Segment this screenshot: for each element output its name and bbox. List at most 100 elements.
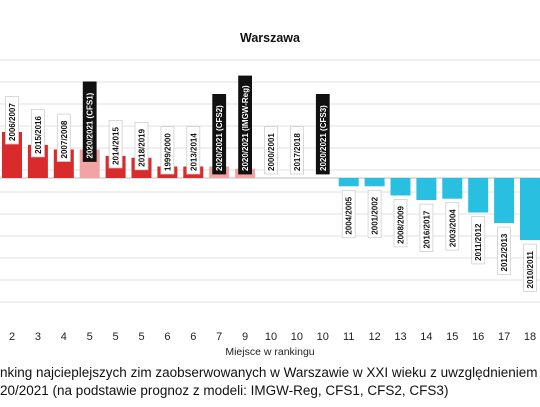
bar-label-box <box>212 94 227 175</box>
bar-label: 2020/2021 (CFS2) <box>212 94 227 175</box>
bar-label-box <box>264 126 278 175</box>
x-tick-label: 18 <box>524 331 536 343</box>
bar-label-box <box>315 94 330 175</box>
bar-label-box <box>56 113 71 162</box>
bar-label-text: 2008/2009 <box>397 206 406 244</box>
bar-label: 2010/2011 <box>523 243 537 292</box>
bar-label-box <box>341 189 356 239</box>
bar <box>442 178 463 199</box>
bar-label: 2016/2017 <box>419 203 434 252</box>
bar-label: 2011/2012 <box>471 216 486 265</box>
bar-label-text: 2011/2012 <box>474 223 483 261</box>
x-tick-label: 5 <box>87 331 93 343</box>
bar-label-text: 2016/2017 <box>422 210 431 248</box>
bar-label-box <box>82 81 97 162</box>
bar-label: 2020/2021 (CFS1) <box>82 81 97 162</box>
bar-label-box <box>419 203 434 252</box>
chart: Warszawa 2006/2007 2015/2016 2007/2008 2020… <box>0 31 540 358</box>
bar-label: 2012/2013 <box>497 226 512 275</box>
bar-label: 2013/2014 <box>186 126 201 175</box>
bar-label-box <box>30 109 45 158</box>
bar-label-text: 2003/2004 <box>448 209 457 247</box>
x-axis-label: Miejsce w rankingu <box>225 346 314 358</box>
x-tick-label: 11 <box>343 331 354 343</box>
bar <box>468 178 489 213</box>
bar <box>338 178 359 187</box>
bar-label-text: 2020/2021 (CFS1) <box>86 92 95 158</box>
bar-label: 2015/2016 <box>30 109 45 158</box>
x-tick-label: 9 <box>242 331 248 343</box>
bar-label-box <box>5 96 19 145</box>
bar-label: 2017/2018 <box>289 126 304 175</box>
bar-label-text: 2000/2001 <box>267 133 276 171</box>
x-tick-label: 15 <box>446 331 458 343</box>
bar-label-box <box>471 216 486 265</box>
x-tick-label: 3 <box>35 331 41 343</box>
bar-label-text: 2010/2011 <box>526 251 535 289</box>
x-tick-label: 14 <box>420 331 432 343</box>
caption-line-1: nking najcieplejszych zim zaobserwowanyc… <box>0 365 538 380</box>
bar-label: 2000/2001 <box>264 126 278 175</box>
x-tick-label: 7 <box>216 331 222 343</box>
bar-label: 2020/2021 (IMGW-Reg) <box>238 75 253 175</box>
bar-label-box <box>289 126 304 175</box>
x-tick-label: 5 <box>113 331 119 343</box>
bar-label: 2007/2008 <box>56 113 71 162</box>
x-tick-label: 12 <box>368 331 380 343</box>
bar-label-text: 2007/2008 <box>60 120 69 158</box>
x-tick-label: 5 <box>138 331 144 343</box>
bar-label-text: 2006/2007 <box>8 103 17 141</box>
bar-label-text: 2014/2015 <box>112 127 121 165</box>
x-tick-label: 16 <box>472 331 484 343</box>
bar <box>390 178 411 196</box>
x-tick-label: 10 <box>317 331 329 343</box>
bar-label-text: 1999/2000 <box>163 133 172 171</box>
bar-label-text: 2015/2016 <box>34 116 43 154</box>
bar <box>364 178 385 187</box>
bar-label-box <box>367 189 382 239</box>
bar-label-box <box>160 126 175 175</box>
bar-label-text: 2017/2018 <box>293 133 302 171</box>
x-tick-labels: 2 3 4 5 5 5 6 6 7 9 10 10 10 11 12 13 14 15 16 17 18 <box>9 331 536 343</box>
bar-label: 2018/2019 <box>134 121 149 171</box>
bar-label: 2014/2015 <box>108 120 123 169</box>
bar-label-box <box>108 120 123 169</box>
bar-label-text: 2020/2021 (CFS2) <box>215 105 224 171</box>
bar <box>416 178 437 201</box>
bar-label-text: 2020/2021 (IMGW-Reg) <box>241 85 250 171</box>
bar-label: 2001/2002 <box>367 189 382 239</box>
bar-label-text: 2012/2013 <box>500 233 509 271</box>
bar-label-text: 2001/2002 <box>371 196 380 234</box>
bar-label-box <box>238 75 253 175</box>
figure-caption: nking najcieplejszych zim zaobserwowanyc… <box>0 364 540 400</box>
bar-label-box <box>393 199 408 248</box>
bar-label-box <box>134 121 149 171</box>
x-tick-label: 10 <box>265 331 277 343</box>
x-tick-label: 6 <box>164 331 170 343</box>
bar <box>494 178 515 224</box>
x-tick-label: 10 <box>291 331 303 343</box>
x-tick-label: 4 <box>61 331 67 343</box>
x-tick-label: 2 <box>9 331 15 343</box>
x-tick-label: 13 <box>394 331 406 343</box>
bar-label-box <box>523 243 537 292</box>
bar-label-box <box>497 226 512 275</box>
bar-label-text: 2013/2014 <box>189 133 198 171</box>
bar-label-text: 2004/2005 <box>345 196 354 234</box>
chart-title: Warszawa <box>240 31 301 45</box>
bar <box>520 178 540 241</box>
bar-label-box <box>186 126 201 175</box>
bar-label: 2003/2004 <box>445 202 460 251</box>
bar-label: 2004/2005 <box>341 189 356 239</box>
bar-label: 2020/2021 (CFS3) <box>315 94 330 175</box>
bar-label-box <box>445 202 460 251</box>
bar-labels: 2006/2007 2015/2016 2007/2008 2020/2021 (CF… <box>5 75 537 292</box>
bar-label-text: 2020/2021 (CFS3) <box>319 105 328 171</box>
caption-line-2: 20/2021 (na podstawie prognoz z modeli: … <box>0 383 449 398</box>
x-tick-label: 17 <box>498 331 510 343</box>
bar-label: 2006/2007 <box>5 96 19 145</box>
bar-label-text: 2018/2019 <box>138 128 147 166</box>
bar-label: 2008/2009 <box>393 199 408 248</box>
bar-label: 1999/2000 <box>160 126 175 175</box>
x-tick-label: 6 <box>190 331 196 343</box>
